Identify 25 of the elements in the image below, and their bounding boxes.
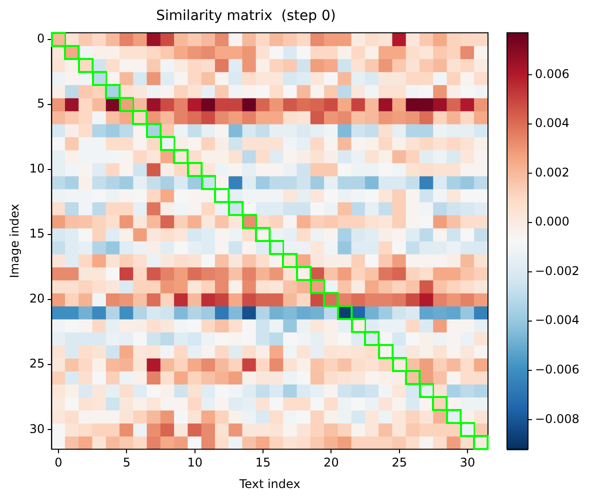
x-axis-title: Text index	[238, 476, 300, 491]
chart-title: Similarity matrix (step 0)	[156, 8, 336, 24]
x-tick-label: 15	[255, 456, 271, 470]
y-tick-label: 5	[37, 96, 45, 110]
x-tick-label: 10	[187, 456, 202, 470]
x-tick-label: 25	[392, 456, 408, 470]
x-tick-label: 30	[460, 456, 476, 470]
y-tick-label: 0	[37, 31, 45, 46]
y-tick-label: 15	[29, 226, 45, 241]
color-bar-label: −0.006	[535, 362, 580, 376]
color-bar-label: −0.008	[535, 412, 580, 426]
y-axis-title: Image index	[7, 204, 22, 278]
x-tick-label: 5	[122, 456, 130, 470]
x-tick-label: 0	[54, 456, 62, 470]
color-bar-label: −0.002	[535, 264, 580, 278]
color-bar-label: 0.006	[535, 66, 570, 81]
color-bar-label: 0.000	[535, 214, 570, 229]
color-bar-label: −0.004	[535, 313, 580, 328]
color-bar-label: 0.002	[535, 165, 570, 180]
y-tick-label: 20	[29, 292, 45, 306]
y-tick-label: 10	[29, 162, 45, 176]
y-tick-label: 25	[29, 356, 45, 371]
y-tick-label: 30	[29, 422, 45, 436]
color-bar-label: 0.004	[535, 116, 570, 130]
x-tick-label: 20	[324, 456, 339, 470]
